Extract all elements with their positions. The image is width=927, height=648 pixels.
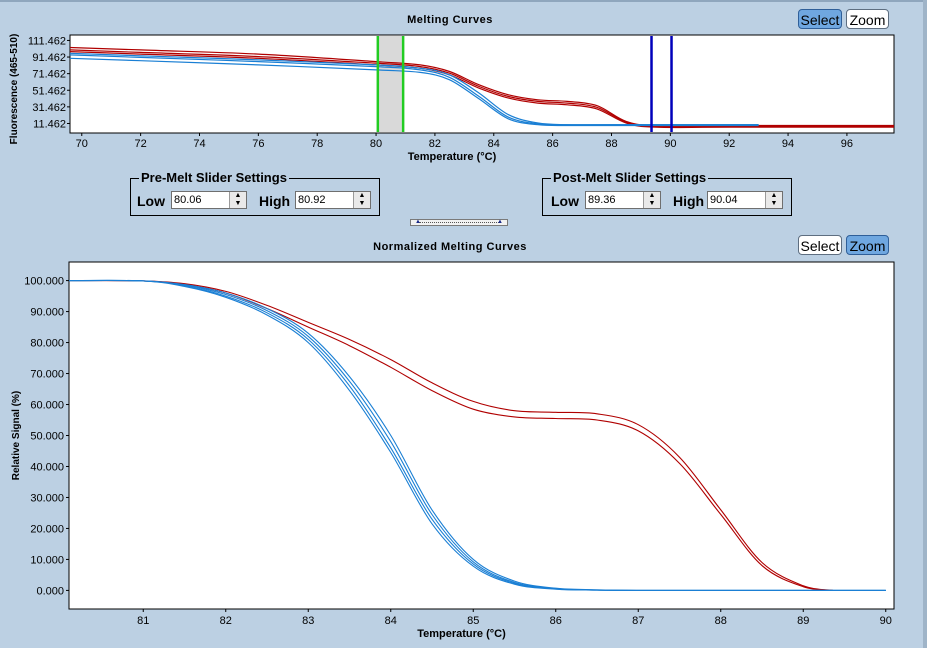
melting-xtick-label: 76 bbox=[252, 138, 264, 150]
normalized-select-button[interactable]: Select bbox=[798, 235, 842, 255]
normalized-xtick-label: 81 bbox=[137, 615, 149, 627]
normalized-ytick-label: 100.000 bbox=[24, 276, 64, 288]
spin-down-icon[interactable]: ▼ bbox=[358, 200, 366, 207]
melting-ytick-label: 11.462 bbox=[33, 118, 66, 130]
pre-melt-low-value: 80.06 bbox=[174, 194, 202, 206]
pre-melt-high-spinner[interactable]: ▲ ▼ bbox=[353, 192, 370, 208]
normalized-xtick-label: 87 bbox=[632, 615, 644, 627]
melting-xtick-label: 82 bbox=[429, 138, 441, 150]
normalized-xtick-label: 83 bbox=[302, 615, 314, 627]
normalized-xtick-label: 85 bbox=[467, 615, 479, 627]
normalized-chart[interactable]: 100.000 90.000 80.000 70.000 60.000 50.000 40.… bbox=[0, 255, 927, 643]
post-melt-high-value: 90.04 bbox=[710, 194, 738, 206]
pre-melt-low-label: Low bbox=[137, 193, 165, 209]
normalized-xtick-label: 90 bbox=[880, 615, 892, 627]
spin-up-icon[interactable]: ▲ bbox=[648, 192, 656, 199]
melting-xaxis-title: Temperature (°C) bbox=[408, 151, 497, 163]
window-right-edge bbox=[923, 0, 927, 648]
normalized-chart-title: Normalized Melting Curves bbox=[373, 241, 527, 253]
melting-xtick-label: 78 bbox=[311, 138, 323, 150]
melting-xtick-label: 90 bbox=[664, 138, 676, 150]
melting-xtick-label: 92 bbox=[723, 138, 735, 150]
post-melt-high-spinner[interactable]: ▲ ▼ bbox=[765, 192, 782, 208]
post-melt-low-spinner[interactable]: ▲ ▼ bbox=[643, 192, 660, 208]
melting-select-button[interactable]: Select bbox=[798, 9, 842, 29]
normalized-ytick-label: 0.000 bbox=[36, 585, 64, 597]
melting-chart-title: Melting Curves bbox=[407, 14, 493, 26]
splitter-grip-icon bbox=[419, 222, 499, 223]
spin-up-icon[interactable]: ▲ bbox=[234, 192, 242, 199]
normalized-series-red-1 bbox=[68, 280, 834, 591]
normalized-ytick-label: 10.000 bbox=[30, 554, 64, 566]
normalized-ytick-label: 60.000 bbox=[30, 400, 64, 412]
spin-down-icon[interactable]: ▼ bbox=[234, 200, 242, 207]
post-melt-low-input[interactable]: 89.36 ▲ ▼ bbox=[585, 191, 661, 209]
pre-melt-legend: Pre-Melt Slider Settings bbox=[139, 170, 289, 185]
spin-down-icon[interactable]: ▼ bbox=[770, 200, 778, 207]
melting-plot-area: 111.462 91.462 71.462 51.462 31.462 11.462 70 7… bbox=[9, 34, 895, 163]
normalized-zoom-button[interactable]: Zoom bbox=[846, 235, 889, 255]
melting-chart[interactable]: 111.462 91.462 71.462 51.462 31.462 11.462 70 7… bbox=[0, 30, 927, 170]
normalized-plot-frame bbox=[68, 261, 895, 610]
normalized-ytick-label: 20.000 bbox=[30, 523, 64, 535]
melting-ytick-label: 71.462 bbox=[32, 69, 66, 81]
normalized-xtick-label: 82 bbox=[220, 615, 232, 627]
melting-zoom-button[interactable]: Zoom bbox=[846, 9, 889, 29]
melting-series-blue-2 bbox=[69, 54, 759, 126]
melting-series-red-2 bbox=[69, 49, 894, 128]
melting-xtick-label: 74 bbox=[193, 138, 205, 150]
melting-xtick-label: 86 bbox=[547, 138, 559, 150]
normalized-xtick-label: 89 bbox=[797, 615, 809, 627]
normalized-ytick-label: 40.000 bbox=[30, 461, 64, 473]
melting-yaxis-title: Fluorescence (465-510) bbox=[9, 34, 20, 145]
normalized-plot-area: 100.000 90.000 80.000 70.000 60.000 50.000 40.… bbox=[11, 261, 895, 640]
normalized-xtick-label: 88 bbox=[715, 615, 727, 627]
spin-down-icon[interactable]: ▼ bbox=[648, 200, 656, 207]
melting-series-blue-3 bbox=[69, 57, 759, 127]
normalized-series-blue-4 bbox=[68, 279, 886, 591]
pre-melt-low-spinner[interactable]: ▲ ▼ bbox=[229, 192, 246, 208]
melting-series-red-3 bbox=[69, 51, 894, 129]
normalized-yaxis-title: Relative Signal (%) bbox=[11, 391, 22, 480]
pre-melt-low-input[interactable]: 80.06 ▲ ▼ bbox=[171, 191, 247, 209]
post-melt-low-label: Low bbox=[551, 193, 579, 209]
post-melt-group: Post-Melt Slider Settings Low 89.36 ▲ ▼ H… bbox=[542, 170, 792, 216]
melting-ytick-label: 51.462 bbox=[32, 85, 66, 97]
pre-melt-window bbox=[377, 36, 404, 132]
melting-ytick-label: 111.462 bbox=[28, 35, 66, 47]
normalized-ytick-label: 50.000 bbox=[30, 431, 64, 443]
normalized-ytick-label: 90.000 bbox=[30, 307, 64, 319]
melting-xtick-label: 72 bbox=[135, 138, 147, 150]
normalized-xtick-label: 84 bbox=[385, 615, 397, 627]
normalized-xaxis-title: Temperature (°C) bbox=[417, 628, 506, 640]
window-top-edge bbox=[0, 0, 927, 2]
panel-splitter[interactable]: ▲ ▲ bbox=[410, 219, 508, 226]
post-melt-legend: Post-Melt Slider Settings bbox=[551, 170, 709, 185]
melting-xtick-label: 96 bbox=[841, 138, 853, 150]
pre-melt-high-value: 80.92 bbox=[298, 194, 326, 206]
melting-xtick-label: 80 bbox=[370, 138, 382, 150]
normalized-xtick-label: 86 bbox=[550, 615, 562, 627]
normalized-ytick-label: 70.000 bbox=[30, 369, 64, 381]
pre-melt-high-input[interactable]: 80.92 ▲ ▼ bbox=[295, 191, 371, 209]
normalized-ytick-label: 30.000 bbox=[30, 492, 64, 504]
splitter-right-arrow-icon: ▲ bbox=[497, 219, 503, 225]
spin-up-icon[interactable]: ▲ bbox=[770, 192, 778, 199]
melting-xtick-label: 94 bbox=[782, 138, 794, 150]
melting-xtick-label: 84 bbox=[488, 138, 500, 150]
pre-melt-group: Pre-Melt Slider Settings Low 80.06 ▲ ▼ Hi… bbox=[130, 170, 380, 216]
normalized-ytick-label: 80.000 bbox=[30, 338, 64, 350]
spin-up-icon[interactable]: ▲ bbox=[358, 192, 366, 199]
post-melt-low-value: 89.36 bbox=[588, 194, 616, 206]
melting-xtick-label: 88 bbox=[605, 138, 617, 150]
post-melt-high-label: High bbox=[673, 193, 705, 209]
splitter-left-arrow-icon: ▲ bbox=[415, 219, 421, 225]
melting-plot-frame bbox=[69, 34, 895, 134]
melting-ytick-label: 31.462 bbox=[32, 102, 66, 114]
pre-melt-high-label: High bbox=[259, 193, 291, 209]
melting-ytick-label: 91.462 bbox=[32, 52, 66, 64]
post-melt-high-input[interactable]: 90.04 ▲ ▼ bbox=[707, 191, 783, 209]
melting-xtick-label: 70 bbox=[76, 138, 88, 150]
